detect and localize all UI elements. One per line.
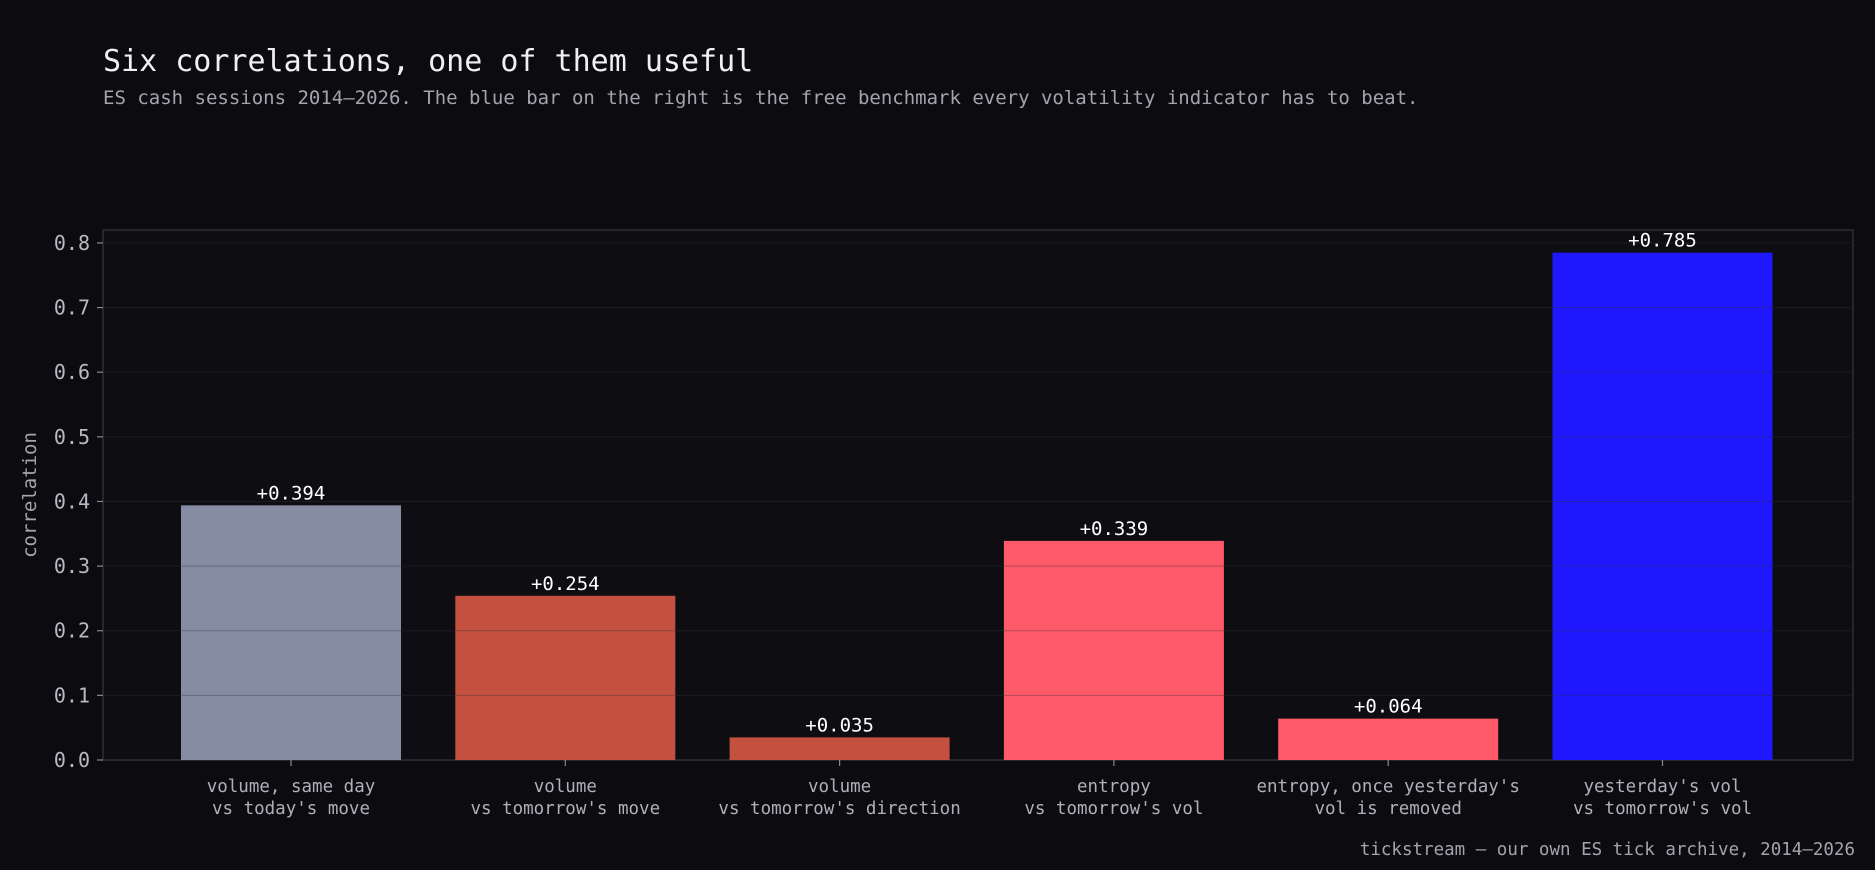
bar bbox=[1278, 718, 1499, 760]
value-label: +0.254 bbox=[531, 573, 600, 595]
x-tick-label: volume, same day vs today's move bbox=[207, 777, 376, 819]
x-tick-label: yesterday's vol vs tomorrow's vol bbox=[1573, 777, 1752, 819]
bar bbox=[181, 505, 401, 760]
y-tick-label: 0.1 bbox=[54, 683, 90, 707]
source-footer: tickstream — our own ES tick archive, 20… bbox=[1359, 840, 1855, 860]
x-tick-label: entropy vs tomorrow's vol bbox=[1024, 777, 1203, 819]
bar bbox=[1552, 252, 1773, 760]
y-axis-ticks: 0.0 0.1 0.2 0.3 0.4 0.5 0.6 0.7 0.8 bbox=[54, 231, 103, 772]
bar bbox=[1003, 540, 1224, 760]
bar bbox=[455, 595, 676, 760]
y-tick-label: 0.3 bbox=[54, 554, 90, 578]
x-tick-label: volume vs tomorrow's move bbox=[470, 777, 660, 819]
bar-overlay-gridlines bbox=[181, 307, 1773, 696]
y-tick-label: 0.6 bbox=[54, 360, 90, 384]
value-label: +0.394 bbox=[257, 482, 326, 504]
x-tick-label: volume vs tomorrow's direction bbox=[718, 777, 960, 819]
bars bbox=[181, 252, 1773, 760]
value-label: +0.035 bbox=[805, 714, 874, 736]
y-axis-title: correlation bbox=[19, 432, 41, 558]
y-tick-label: 0.8 bbox=[54, 231, 90, 255]
y-tick-label: 0.4 bbox=[54, 489, 90, 513]
chart-title: Six correlations, one of them useful bbox=[103, 44, 754, 79]
value-labels: +0.394 +0.254 +0.035 +0.339 +0.064 +0.785 bbox=[257, 230, 1697, 737]
x-tick-label: entropy, once yesterday's vol is removed bbox=[1256, 777, 1519, 819]
x-axis-ticks: volume, same day vs today's move volume vs … bbox=[207, 760, 1752, 819]
y-tick-label: 0.7 bbox=[54, 296, 90, 320]
y-tick-label: 0.2 bbox=[54, 619, 90, 643]
value-label: +0.785 bbox=[1628, 230, 1697, 252]
value-label: +0.064 bbox=[1354, 696, 1423, 718]
bar bbox=[729, 737, 950, 760]
value-label: +0.339 bbox=[1080, 518, 1149, 540]
y-tick-label: 0.0 bbox=[54, 748, 90, 772]
y-tick-label: 0.5 bbox=[54, 425, 90, 449]
chart-subtitle: ES cash sessions 2014–2026. The blue bar… bbox=[103, 87, 1419, 109]
